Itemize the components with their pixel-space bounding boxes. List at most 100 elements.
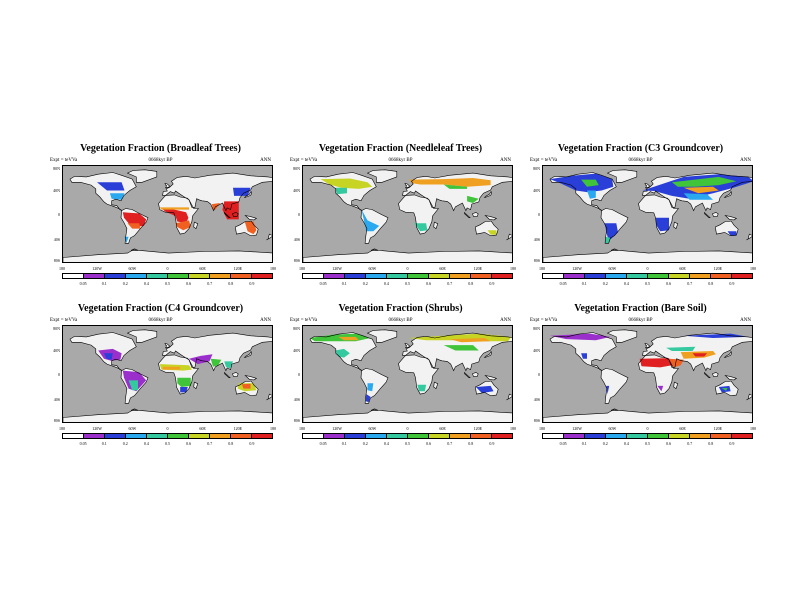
vegetation-fraction-patch [338,336,359,341]
coastline [360,368,389,404]
colorbar-label: 0.1 [581,281,587,286]
coastline [63,249,272,262]
coastline [309,172,377,211]
coastline [63,409,272,422]
coastline [130,248,139,251]
colorbar-swatch [365,434,386,438]
vegetation-fraction-patch [97,182,125,191]
vegetation-fraction-patch [671,176,737,187]
latitude-tick-label: 40N [53,187,60,193]
coastline [712,211,719,217]
coastline [120,208,149,244]
vegetation-fraction-patch [361,209,380,232]
coastline [402,172,512,212]
colorbar-swatch [188,274,209,278]
latitude-tick-label: 40S [533,396,540,402]
coastline [472,211,479,217]
longitude-tick-label: 180 [539,266,545,271]
period-label: 0668kyr BP [148,318,173,323]
landmass-gr [127,169,157,183]
landmass-mg [673,222,678,229]
landmass-nz [746,234,752,240]
colorbar-swatch [668,434,689,438]
longitude-tick-label: 0 [406,266,409,271]
coastline [714,220,739,237]
coastline [366,169,398,183]
colorbar-swatch [584,274,605,278]
latitude-tick-label: 80N [53,325,60,331]
colorbar-label: 0.6 [426,441,432,446]
colorbar-label: 0.2 [122,281,128,286]
latitude-tick-label: 40S [53,236,60,242]
colorbar-swatch [63,434,83,438]
colorbar-label: 0.2 [362,281,368,286]
colorbar-label: 0.4 [143,281,149,286]
map-area [62,325,273,423]
coastline [644,182,651,189]
vegetation-fraction-patch [487,230,497,235]
coastline [266,233,272,241]
landmass-an [303,249,512,262]
experiment-label: Expt = teVVa [290,318,318,323]
experiment-label: Expt = teVVa [50,158,78,163]
vegetation-fraction-patch [606,385,610,395]
vegetation-fraction-patch [335,187,347,195]
latitude-tick-label: 0 [538,372,540,377]
coastline [303,409,512,422]
colorbar-swatch [63,274,83,278]
coastline [724,214,738,221]
latitude-tick-label: 40N [293,187,300,193]
latitude-tick-label: 80S [533,258,540,263]
colorbar-label: 0.2 [122,441,128,446]
coastlines [63,169,272,262]
vegetation-fraction-patch [581,179,599,187]
landmass-af [398,354,439,395]
latitude-tick-label: 40S [293,396,300,402]
coastline [126,329,158,343]
experiment-label: Expt = teVVa [290,158,318,163]
vegetation-fraction-patch [550,333,611,341]
vegetation-fraction-patch [417,384,427,392]
colorbar-swatch [731,274,752,278]
landmass-na [70,172,137,211]
landmass-an [543,249,752,262]
vegetation-fraction-patch [587,190,596,199]
colorbar-label: 0.6 [426,281,432,286]
colorbar-label: 0.6 [186,281,192,286]
coastline [193,221,199,230]
vegetation-fraction-patch [109,193,125,200]
map-panel-needleleaf: Vegetation Fraction (Needleleaf Trees) Ex… [288,143,516,293]
latitude-tick-label: 40S [53,396,60,402]
colorbar-label: 0.1 [101,281,107,286]
colorbar-label: 0.05 [79,281,87,286]
longitude-tick-label: 180 [299,266,305,271]
colorbar-label: 0.9 [489,441,495,446]
coastline [746,393,752,401]
coastline [506,233,512,241]
coastline [234,380,259,397]
period-label: 0668kyr BP [628,318,653,323]
world-map [63,166,272,262]
colorbar-swatch [710,434,731,438]
vegetation-fraction-patch [467,195,479,203]
coastline [463,372,471,379]
colorbar-label: 0.2 [602,281,608,286]
colorbar-swatch [428,274,449,278]
landmass-mg [673,382,678,389]
colorbar-label: 0.6 [666,441,672,446]
landmass-an [63,249,272,262]
vegetation-fraction-patch [692,353,708,357]
colorbar-label: 0.5 [645,441,650,446]
coastline [370,248,379,251]
colorbar-swatch [251,274,272,278]
longitude-tick-label: 120W [92,266,103,271]
coastline [549,332,617,371]
longitude-tick-label: 180 [510,266,516,271]
vegetation-fraction-patch [177,377,191,387]
coastline [484,374,498,381]
longitude-tick-label: 180 [750,426,756,431]
landmass-sa [361,368,388,404]
longitude-tick-label: 0 [406,426,409,431]
coastline [463,212,471,219]
coastline [724,190,733,199]
